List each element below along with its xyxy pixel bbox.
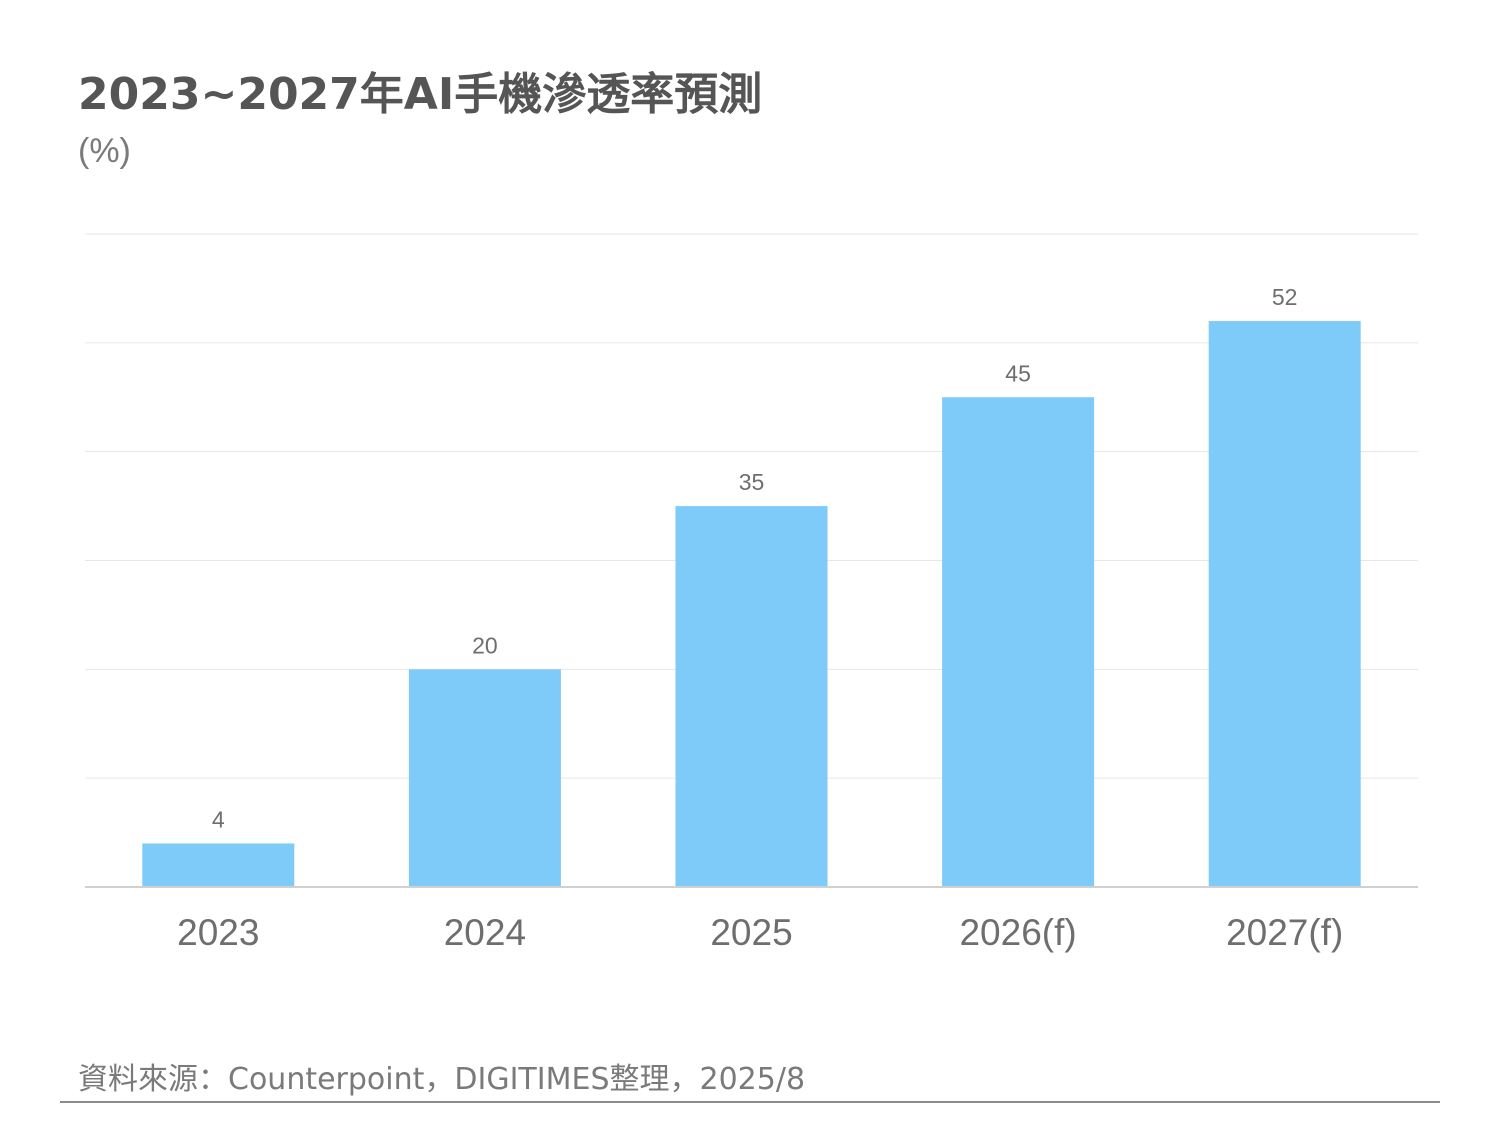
data-label: 35 <box>739 469 765 495</box>
chart-title: 2023~2027年AI手機滲透率預測 <box>78 69 763 120</box>
bar-2023 <box>142 843 295 887</box>
bar-2026(f) <box>942 397 1095 887</box>
footer-divider <box>60 1101 1440 1103</box>
bar-2027(f) <box>1208 321 1361 888</box>
x-axis-labels: 2023 2024 2025 2026(f) 2027(f) <box>177 912 1343 953</box>
unit-label: (%) <box>78 132 131 170</box>
bars <box>142 321 1361 888</box>
bar-chart: 4 20 35 45 52 2023 2024 2025 2026(f) 2027(f) <box>85 233 1418 953</box>
source-note: 資料來源：Counterpoint，DIGITIMES整理，2025/8 <box>78 1062 806 1097</box>
x-tick-label: 2026(f) <box>959 912 1076 953</box>
bar-2024 <box>408 669 561 887</box>
x-tick-label: 2027(f) <box>1226 912 1343 953</box>
data-label: 4 <box>212 806 225 832</box>
data-label: 20 <box>472 632 498 658</box>
x-tick-label: 2025 <box>710 912 792 953</box>
data-label: 45 <box>1005 360 1031 386</box>
x-tick-label: 2023 <box>177 912 259 953</box>
x-tick-label: 2024 <box>444 912 526 953</box>
bar-2025 <box>675 506 828 887</box>
data-labels: 4 20 35 45 52 <box>212 284 1298 832</box>
data-label: 52 <box>1272 284 1298 310</box>
